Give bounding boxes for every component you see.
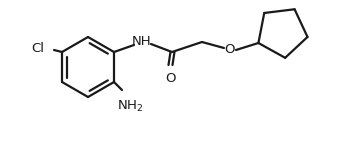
Text: O: O [225,42,235,56]
Text: NH: NH [132,35,152,48]
Text: O: O [165,72,176,85]
Text: NH$_2$: NH$_2$ [117,99,143,114]
Text: Cl: Cl [31,41,44,55]
